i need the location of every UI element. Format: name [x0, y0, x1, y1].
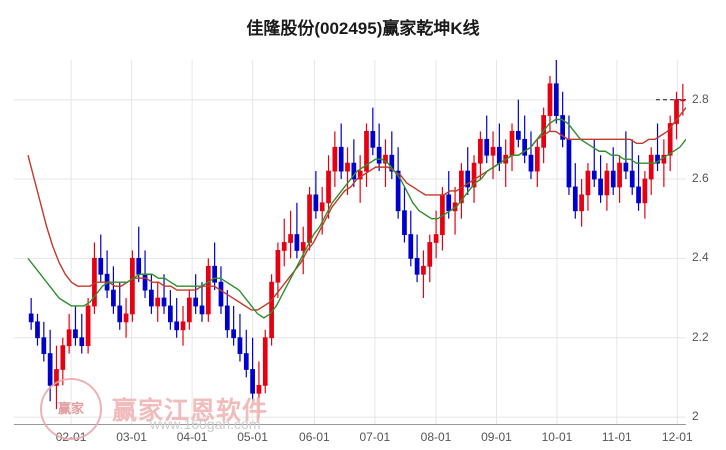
x-tick-label: 07-01 — [359, 430, 391, 444]
x-tick-label: 02-01 — [55, 430, 87, 444]
y-tick-label: 2.2 — [692, 329, 709, 344]
x-tick-label: 04-01 — [176, 430, 208, 444]
x-tick-label: 09-01 — [481, 430, 512, 444]
x-tick-label: 06-01 — [299, 430, 330, 444]
chart-title: 佳隆股份(002495)赢家乾坤K线 — [246, 19, 480, 38]
x-tick-label: 11-01 — [601, 430, 632, 444]
chart-canvas — [14, 60, 686, 425]
candlestick-plot-area[interactable] — [14, 60, 686, 425]
y-tick-label: 2.6 — [692, 171, 709, 186]
y-tick-label: 2 — [692, 409, 699, 424]
x-tick-label: 05-01 — [237, 430, 268, 444]
x-tick-label: 10-01 — [541, 430, 573, 444]
y-tick-label: 2.8 — [692, 91, 709, 106]
x-tick-label: 03-01 — [116, 430, 147, 444]
x-tick-label: 08-01 — [420, 430, 452, 444]
y-tick-label: 2.4 — [692, 250, 709, 265]
x-tick-label: 12-01 — [661, 430, 693, 444]
